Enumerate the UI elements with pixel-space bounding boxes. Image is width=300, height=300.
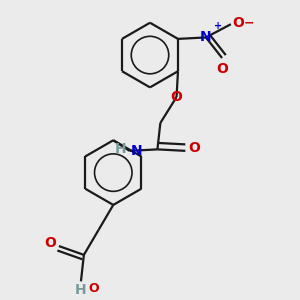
- Text: O: O: [44, 236, 56, 250]
- Text: N: N: [131, 144, 142, 158]
- Text: O: O: [216, 62, 228, 76]
- Text: −: −: [243, 17, 254, 30]
- Text: O: O: [171, 90, 182, 104]
- Text: N: N: [200, 30, 212, 44]
- Text: H: H: [75, 283, 87, 297]
- Text: O: O: [88, 282, 99, 295]
- Text: O: O: [188, 141, 200, 155]
- Text: +: +: [214, 21, 222, 31]
- Text: H: H: [115, 142, 127, 156]
- Text: O: O: [232, 16, 244, 30]
